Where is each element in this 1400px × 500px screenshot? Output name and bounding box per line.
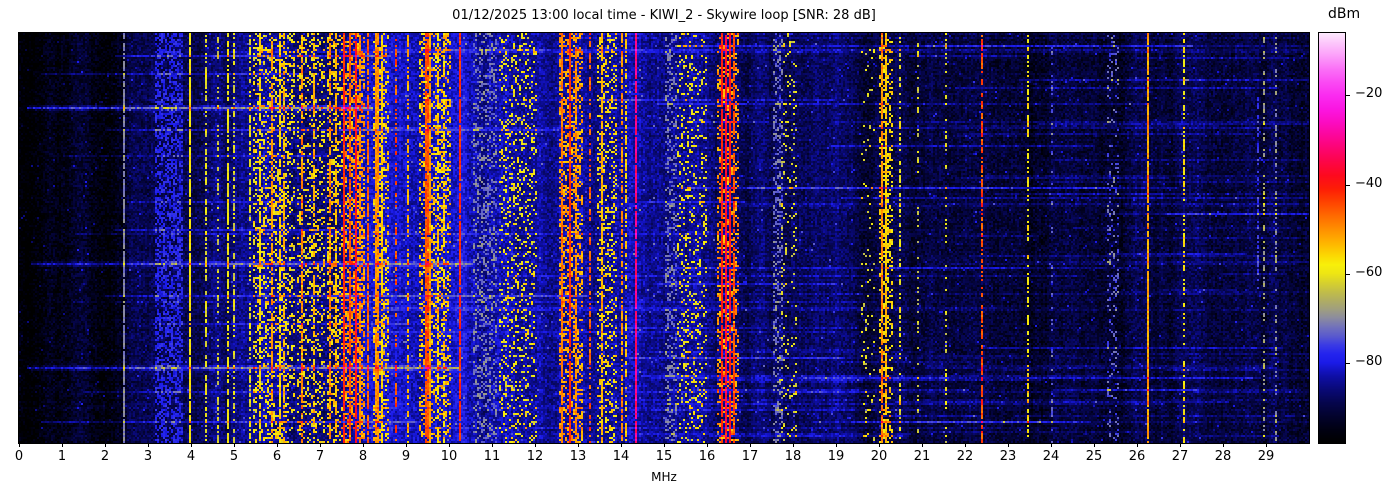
colorbar-label: dBm xyxy=(1328,6,1361,22)
colorbar-tick-label: −40 xyxy=(1355,175,1383,191)
figure-title: 01/12/2025 13:00 local time - KIWI_2 - S… xyxy=(452,8,876,23)
x-axis-label: MHz xyxy=(651,470,677,484)
x-tick-mark xyxy=(363,443,364,447)
x-tick-label: 18 xyxy=(784,449,802,464)
x-tick-mark xyxy=(879,443,880,447)
x-tick-mark xyxy=(191,443,192,447)
x-tick-label: 2 xyxy=(100,449,110,464)
spectrogram-canvas xyxy=(19,33,1309,443)
x-tick-mark xyxy=(1223,443,1224,447)
x-tick-label: 4 xyxy=(186,449,196,464)
x-tick-mark xyxy=(707,443,708,447)
colorbar-tick-mark xyxy=(1346,95,1350,97)
x-tick-label: 5 xyxy=(229,449,239,464)
x-tick-mark xyxy=(1094,443,1095,447)
x-tick-label: 21 xyxy=(913,449,931,464)
x-tick-label: 14 xyxy=(612,449,630,464)
colorbar-gradient xyxy=(1319,33,1345,443)
x-tick-mark xyxy=(277,443,278,447)
x-tick-mark xyxy=(320,443,321,447)
colorbar-tick-label: −60 xyxy=(1355,264,1383,280)
x-tick-label: 1 xyxy=(57,449,67,464)
x-tick-label: 9 xyxy=(401,449,411,464)
colorbar xyxy=(1318,32,1346,444)
x-tick-label: 15 xyxy=(655,449,673,464)
x-tick-label: 10 xyxy=(440,449,458,464)
x-tick-label: 19 xyxy=(827,449,845,464)
x-tick-mark xyxy=(1266,443,1267,447)
x-tick-mark xyxy=(1051,443,1052,447)
x-tick-label: 28 xyxy=(1214,449,1232,464)
x-tick-mark xyxy=(1008,443,1009,447)
x-tick-label: 22 xyxy=(956,449,974,464)
x-tick-label: 8 xyxy=(358,449,368,464)
plot-area xyxy=(18,32,1310,444)
x-tick-mark xyxy=(234,443,235,447)
x-tick-label: 12 xyxy=(526,449,544,464)
x-tick-label: 0 xyxy=(14,449,24,464)
colorbar-tick-label: −80 xyxy=(1355,353,1383,369)
x-tick-label: 17 xyxy=(741,449,759,464)
x-tick-mark xyxy=(1137,443,1138,447)
colorbar-tick-mark xyxy=(1346,184,1350,186)
x-tick-mark xyxy=(750,443,751,447)
x-tick-label: 23 xyxy=(999,449,1017,464)
x-tick-mark xyxy=(836,443,837,447)
x-tick-mark xyxy=(148,443,149,447)
x-tick-label: 29 xyxy=(1257,449,1275,464)
x-tick-label: 24 xyxy=(1042,449,1060,464)
colorbar-ticks: −20 −40 −60 −80 xyxy=(1346,33,1400,443)
x-tick-label: 16 xyxy=(698,449,716,464)
x-tick-mark xyxy=(492,443,493,447)
colorbar-tick-label: −20 xyxy=(1355,86,1383,102)
x-tick-label: 26 xyxy=(1128,449,1146,464)
x-tick-mark xyxy=(793,443,794,447)
x-tick-mark xyxy=(1180,443,1181,447)
x-tick-mark xyxy=(19,443,20,447)
x-tick-label: 25 xyxy=(1085,449,1103,464)
x-tick-label: 13 xyxy=(569,449,587,464)
x-tick-mark xyxy=(62,443,63,447)
x-tick-mark xyxy=(105,443,106,447)
x-tick-mark xyxy=(965,443,966,447)
x-tick-mark xyxy=(449,443,450,447)
x-tick-label: 11 xyxy=(483,449,501,464)
x-tick-mark xyxy=(922,443,923,447)
colorbar-tick-mark xyxy=(1346,273,1350,275)
x-tick-label: 3 xyxy=(143,449,153,464)
x-axis: 0 1 2 3 4 5 6 7 8 9 10 11 12 13 14 15 16 17 18 19 20 21 22 23 24… xyxy=(15,443,1309,475)
x-tick-mark xyxy=(664,443,665,447)
x-tick-mark xyxy=(406,443,407,447)
colorbar-tick-mark xyxy=(1346,362,1350,364)
x-tick-label: 6 xyxy=(272,449,282,464)
x-tick-mark xyxy=(578,443,579,447)
x-tick-label: 27 xyxy=(1171,449,1189,464)
x-tick-mark xyxy=(535,443,536,447)
x-tick-label: 20 xyxy=(870,449,888,464)
x-tick-label: 7 xyxy=(315,449,325,464)
x-tick-mark xyxy=(621,443,622,447)
